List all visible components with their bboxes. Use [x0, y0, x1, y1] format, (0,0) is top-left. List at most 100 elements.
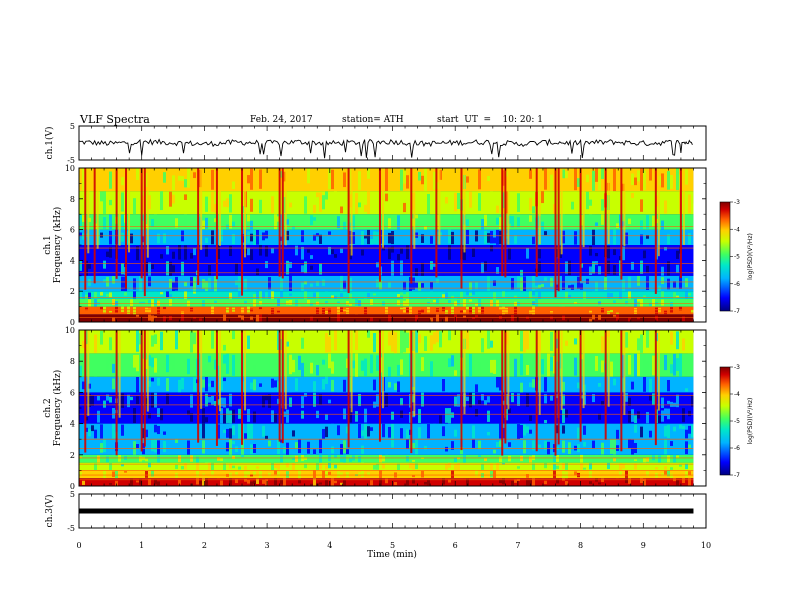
ch2-spectrogram-band [79, 423, 694, 440]
sferic-halo [350, 330, 353, 413]
sferic-halo [128, 168, 131, 253]
sferic [557, 330, 560, 445]
sferic-halo [607, 330, 610, 407]
x-tick-label: 6 [453, 541, 458, 550]
time-axis: 0 1 2 3 4 5 6 7 8 9 10 [76, 541, 711, 550]
ch1-waveform-panel: 5 -5 ch.1(V) [44, 122, 707, 165]
sferic [604, 168, 607, 277]
sferic [278, 168, 281, 277]
sferic [197, 168, 200, 285]
sferic-halo [623, 330, 626, 415]
sferic-halo [657, 330, 660, 411]
sferic [281, 168, 284, 279]
colorbar-tick: -5 [734, 418, 740, 425]
colorbar-gradient [719, 201, 731, 312]
sferic [554, 168, 557, 298]
colorbar-tick: -7 [734, 308, 740, 315]
colorbar-tick: -3 [734, 364, 740, 371]
sferic-halo [582, 168, 585, 248]
sferic [654, 330, 657, 446]
sferic [460, 168, 463, 289]
sferic [504, 330, 507, 444]
ch1-spectrogram-band [79, 245, 694, 261]
sferic [125, 168, 128, 289]
sferic-halo [463, 330, 466, 415]
sferic-halo [381, 168, 384, 248]
sferic [143, 168, 146, 297]
sferic [143, 330, 146, 447]
sferic-halo [413, 168, 416, 249]
sferic [84, 330, 87, 453]
y-tick-label: 10 [65, 164, 75, 173]
y-tick-label: 2 [70, 451, 75, 460]
y-tick-label: 2 [70, 287, 75, 296]
sferic-halo [244, 330, 247, 411]
sferic [435, 168, 438, 278]
ch2-spectrogram-band [79, 376, 694, 393]
ch1-spectrogram-band [79, 191, 694, 215]
sferic-halo [507, 168, 510, 245]
sferic-halo [118, 330, 121, 418]
sferic-halo [682, 168, 685, 245]
sferic [679, 168, 682, 278]
ch2-spectrogram-panel: 10 8 6 4 2 0 ch.2 Frequency (kHz) [43, 326, 707, 491]
sferic [215, 330, 218, 446]
header-start-time: start UT = 10: 20: 1 [437, 115, 543, 125]
sferic-halo [560, 330, 563, 411]
x-tick-label: 9 [641, 541, 646, 550]
sferic-halo [218, 168, 221, 246]
sferic-halo [381, 330, 384, 409]
colorbar-tick: -7 [734, 472, 740, 479]
sferic [84, 168, 87, 290]
sferic [579, 168, 582, 282]
sferic [620, 168, 623, 280]
colorbar-ch2: -3 -4 -5 -6 -7 log(PSD)(V²/Hz) [719, 364, 754, 479]
y-tick-label: 8 [70, 357, 75, 366]
sferic-halo [623, 168, 626, 247]
y-tick-label: 4 [70, 420, 75, 429]
sferic-halo [507, 330, 510, 410]
colorbar-ch1: -3 -4 -5 -6 -7 log(PSD)(V²/Hz) [719, 199, 754, 315]
sferic-halo [118, 168, 121, 246]
sferic [241, 330, 244, 445]
sferic [140, 168, 143, 279]
ch1-spectrogram-image [79, 168, 706, 322]
ch1-spectrogram-ylabel-1: ch.1 [43, 235, 53, 254]
time-axis-label: Time (min) [367, 549, 417, 560]
sferic-halo [96, 168, 99, 249]
ch1-waveform-ylabel: ch.1(V) [44, 127, 55, 160]
sferic [378, 330, 381, 442]
sferic [115, 168, 118, 279]
x-tick-label: 8 [578, 541, 583, 550]
ch1-spectrogram-band [79, 214, 694, 230]
sferic [535, 168, 538, 277]
sferic-halo [413, 330, 416, 417]
colorbar-label: log(PSD)(V²/Hz) [747, 398, 754, 445]
ch2-spectrogram-band [79, 392, 694, 408]
sferic [197, 330, 200, 443]
colorbar-tick: -6 [734, 281, 740, 288]
sferic-halo [200, 330, 203, 409]
sferic [604, 330, 607, 440]
ch2-spectrogram-band [79, 330, 694, 354]
sferic [620, 330, 623, 452]
ch2-spectrogram-image [79, 330, 706, 486]
colorbar-tick: -4 [734, 226, 740, 233]
sferic-halo [87, 330, 90, 416]
sferic [115, 330, 118, 456]
sferic [410, 330, 413, 454]
ch1-spectrogram-ylabel-2: Frequency (kHz) [52, 207, 63, 284]
sferic-halo [607, 168, 610, 244]
sferic [460, 330, 463, 451]
sferic-halo [200, 168, 203, 250]
sferic [579, 330, 582, 442]
sferic-halo [538, 330, 541, 415]
sferic [554, 330, 557, 456]
y-tick-label: 0 [70, 482, 75, 491]
sferic-halo [218, 330, 221, 412]
sferic [215, 168, 218, 280]
x-tick-label: 7 [515, 541, 520, 550]
y-tick-label: -5 [67, 524, 75, 533]
x-tick-label: 5 [390, 541, 395, 550]
ch2-spectrogram-band [79, 454, 694, 463]
